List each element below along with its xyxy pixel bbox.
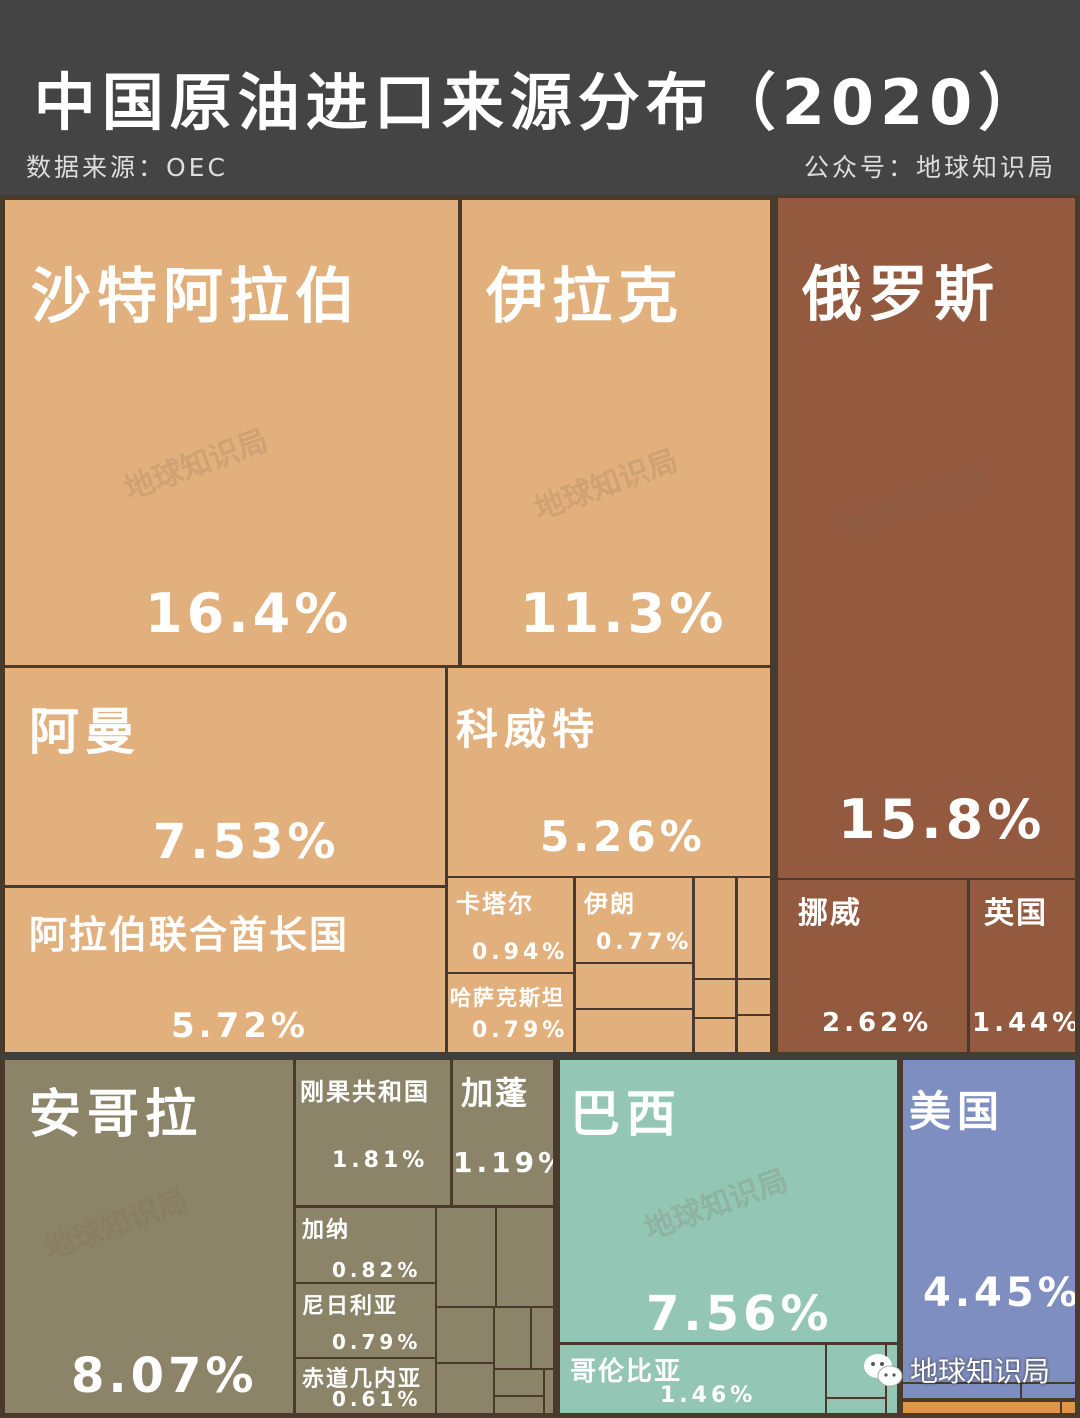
cell-country-label: 赤道几内亚 [302, 1367, 423, 1392]
cell-country-label: 尼日利亚 [302, 1294, 399, 1319]
cell-country-label: 哈萨克斯坦 [450, 986, 565, 1010]
cell-country-label: 阿拉伯联合酋长国 [29, 913, 350, 957]
treemap-cell: 科威特 5.26% [448, 668, 770, 876]
cell-country-label: 俄罗斯 [802, 260, 1000, 330]
treemap-cell-minor [903, 1402, 1060, 1413]
treemap-cell: 俄罗斯 15.8% [778, 198, 1075, 878]
treemap-cell-minor [1022, 1384, 1075, 1398]
treemap-cell: 刚果共和国 1.81% [296, 1060, 450, 1205]
cell-value-label: 0.94% [472, 940, 569, 965]
cell-country-label: 挪威 [798, 896, 862, 931]
data-source: 数据来源：OEC [26, 153, 228, 182]
treemap-cell: 阿曼 7.53% [5, 668, 445, 885]
cell-value-label: 5.26% [540, 812, 706, 861]
treemap-cell: 加纳 0.82% [296, 1208, 435, 1282]
treemap-cell-minor [437, 1208, 495, 1306]
cell-value-label: 2.62% [822, 1008, 933, 1038]
treemap-cell-minor [738, 980, 770, 1014]
treemap-cell: 哈萨克斯坦 0.79% [448, 974, 573, 1052]
cell-value-label: 15.8% [838, 788, 1046, 851]
cell-value-label: 1.46% [660, 1383, 757, 1408]
treemap-cell: 尼日利亚 0.79% [296, 1284, 435, 1357]
treemap-cell: 巴西 7.56% [560, 1060, 897, 1342]
cell-value-label: 8.07% [71, 1348, 258, 1404]
cell-country-label: 伊拉克 [486, 262, 684, 332]
treemap-cell: 挪威 2.62% [778, 880, 967, 1052]
treemap-cell: 美国 4.45% [903, 1060, 1075, 1382]
treemap-cell-minor [1062, 1402, 1075, 1413]
cell-value-label: 16.4% [145, 582, 353, 645]
cell-country-label: 英国 [984, 896, 1048, 931]
wechat-badge: 地球知识局 [862, 1350, 1050, 1390]
treemap-cell: 加蓬 1.19% [453, 1060, 553, 1205]
cell-value-label: 1.81% [332, 1148, 429, 1173]
treemap-cell-minor [437, 1364, 493, 1413]
cell-country-label: 加纳 [302, 1218, 351, 1243]
cell-value-label: 1.19% [453, 1146, 553, 1179]
cell-country-label: 沙特阿拉伯 [31, 262, 361, 332]
chart-title: 中国原油进口来源分布（2020） [33, 66, 1047, 139]
header: 中国原油进口来源分布（2020） 数据来源：OEC 公众号：地球知识局 [0, 0, 1080, 195]
cell-value-label: 11.3% [520, 582, 728, 645]
cell-value-label: 7.53% [153, 814, 340, 870]
cell-value-label: 5.72% [171, 1006, 309, 1046]
cell-country-label: 美国 [909, 1087, 1006, 1136]
cell-country-label: 哥伦比亚 [570, 1357, 683, 1387]
cell-value-label: 0.79% [332, 1330, 422, 1354]
treemap-cell-minor [695, 1019, 735, 1052]
treemap-cell: 伊朗 0.77% [576, 878, 692, 962]
treemap-cell-minor [497, 1208, 553, 1306]
treemap-cell: 赤道几内亚 0.61% [296, 1359, 435, 1413]
treemap-cell: 哥伦比亚 1.46% [560, 1345, 825, 1413]
treemap-cell-minor [576, 1010, 692, 1052]
account-credit: 公众号：地球知识局 [803, 153, 1056, 182]
cell-value-label: 7.56% [646, 1286, 833, 1342]
treemap-cell-minor [576, 964, 692, 1008]
treemap-cell-minor [695, 878, 735, 978]
treemap-cell: 沙特阿拉伯 16.4% [5, 200, 458, 665]
region-divider [0, 1054, 1080, 1059]
cell-value-label: 4.45% [923, 1270, 1075, 1316]
cell-country-label: 科威特 [456, 705, 601, 754]
cell-country-label: 加蓬 [461, 1074, 530, 1112]
treemap-cell-minor [545, 1370, 553, 1413]
cell-country-label: 刚果共和国 [300, 1078, 430, 1106]
treemap-cell-minor [738, 1016, 770, 1052]
treemap-cell-minor [827, 1399, 885, 1413]
treemap-cell-minor [903, 1384, 1020, 1398]
wechat-account-name: 地球知识局 [910, 1355, 1051, 1388]
cell-value-label: 0.61% [332, 1387, 422, 1411]
treemap-cell-minor [495, 1397, 543, 1413]
cell-country-label: 伊朗 [584, 890, 636, 918]
treemap-cell-minor [495, 1308, 530, 1368]
treemap-cell: 伊拉克 11.3% [462, 200, 770, 665]
cell-country-label: 卡塔尔 [456, 890, 534, 918]
cell-value-label: 0.82% [332, 1258, 422, 1282]
cell-value-label: 1.44% [972, 1008, 1075, 1038]
cell-value-label: 0.79% [472, 1018, 569, 1043]
cell-country-label: 阿曼 [29, 703, 141, 761]
treemap-cell: 安哥拉 8.07% [5, 1060, 293, 1413]
treemap-cell-minor [738, 878, 770, 978]
treemap-cell: 英国 1.44% [970, 880, 1075, 1052]
treemap-cell-minor [695, 980, 735, 1017]
cell-value-label: 0.77% [596, 930, 692, 955]
cell-country-label: 安哥拉 [29, 1085, 204, 1145]
cell-country-label: 巴西 [570, 1085, 682, 1143]
treemap-cell-minor [437, 1308, 493, 1362]
treemap-cell-minor [495, 1370, 543, 1395]
treemap-cell: 卡塔尔 0.94% [448, 878, 573, 972]
wechat-icon [864, 1354, 903, 1387]
treemap-cell: 阿拉伯联合酋长国 5.72% [5, 888, 445, 1052]
treemap-cell-minor [532, 1308, 553, 1368]
